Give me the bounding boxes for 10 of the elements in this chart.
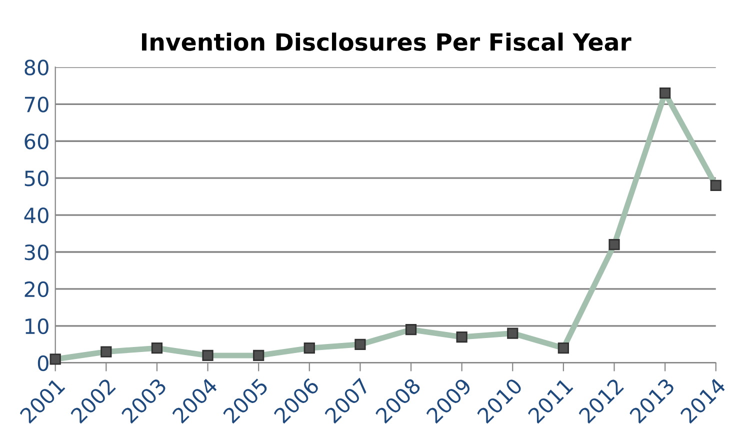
y-tick-label: 30 — [24, 244, 48, 260]
y-tick-label: 40 — [24, 207, 48, 224]
y-tick-label: 10 — [26, 318, 48, 334]
y-tick-label: 50 — [24, 170, 48, 186]
y-tick-label: 20 — [24, 281, 48, 298]
y-tick-label: 70 — [24, 96, 48, 112]
y-tick-label: 0 — [38, 355, 48, 372]
chart-title: Invention Disclosures Per Fiscal Year — [142, 32, 632, 51]
y-tick-label: 60 — [24, 134, 48, 150]
y-tick-label: 80 — [24, 60, 48, 76]
